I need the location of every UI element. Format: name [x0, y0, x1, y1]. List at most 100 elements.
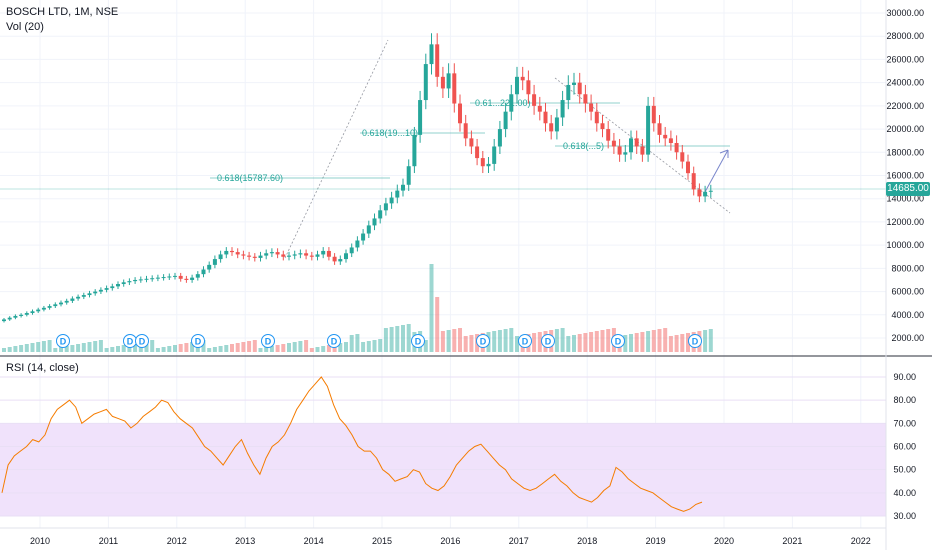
volume-bar [178, 344, 183, 352]
candle-body [361, 233, 366, 241]
volume-bar [469, 335, 474, 352]
volume-bar [7, 347, 12, 352]
candle-body [452, 73, 457, 104]
candle-body [138, 279, 143, 281]
dividend-marker-icon [541, 334, 555, 348]
price-axis-labels: 2000.00 4000.00 6000.00 8000.00 10000.00 1200… [886, 8, 924, 343]
volume-indicator-label: Vol (20) [6, 21, 44, 33]
volume-bar [275, 345, 280, 352]
volume-bar [583, 333, 588, 352]
time-tick-label: 2018 [577, 536, 597, 546]
rsi-tick-label: 90.00 [893, 372, 916, 382]
candle-body [252, 256, 257, 258]
price-tick-label: 2000.00 [891, 333, 924, 343]
volume-bar [646, 331, 651, 352]
dividend-marker-label: D [127, 337, 134, 347]
dividend-marker-icon [261, 334, 275, 348]
candle-body [292, 254, 297, 256]
candle-body [355, 240, 360, 248]
candle-body [640, 146, 645, 155]
price-tick-label: 12000.00 [886, 217, 924, 227]
candle-body [651, 105, 656, 124]
volume-bar [41, 341, 46, 352]
candle-body [224, 250, 229, 255]
candle-body [247, 255, 252, 257]
dividend-marker-icon [611, 334, 625, 348]
candle-body [492, 146, 497, 164]
candle-body [47, 306, 52, 308]
time-tick-label: 2010 [30, 536, 50, 546]
time-tick-label: 2013 [235, 536, 255, 546]
volume-bar [708, 329, 713, 352]
volume-bar [383, 328, 388, 352]
candle-body [600, 123, 605, 130]
candle-body [190, 277, 195, 280]
volume-bar [13, 346, 18, 352]
volume-bar [657, 329, 662, 352]
dividend-marker-icon [518, 334, 532, 348]
volume-bar [47, 340, 52, 352]
volume-bar [258, 348, 263, 352]
dividend-marker-icon [56, 334, 70, 348]
volume-bar [589, 332, 594, 352]
volume-bar [70, 345, 75, 352]
volume-bar [59, 347, 63, 352]
price-tick-label: 26000.00 [886, 54, 924, 64]
volume-bar [292, 342, 297, 352]
candle-body [344, 253, 348, 260]
price-tick-label: 24000.00 [886, 78, 924, 88]
volume-bar [406, 324, 411, 352]
candle-body [207, 264, 212, 270]
candle-body [167, 276, 172, 278]
time-tick-label: 2021 [782, 536, 802, 546]
volume-bar [452, 329, 457, 352]
volume-bar [423, 340, 428, 352]
candle-body [629, 138, 633, 153]
candle-body [144, 278, 149, 280]
candle-body [287, 255, 291, 257]
volume-bar [155, 348, 160, 352]
volume-bar [19, 345, 24, 352]
time-tick-label: 2012 [167, 536, 187, 546]
volume-bar [326, 345, 331, 352]
candle-body [161, 277, 166, 279]
volume-bar [133, 343, 138, 352]
candle-body [178, 275, 183, 279]
candle-body [269, 252, 274, 254]
volume-bar [230, 344, 234, 352]
volume-bar [349, 335, 354, 352]
volume-bar [332, 344, 337, 352]
candle-body [646, 105, 651, 155]
volume-bar [287, 343, 291, 352]
candle-body [378, 210, 383, 219]
price-tick-label: 20000.00 [886, 124, 924, 134]
rsi-tick-label: 30.00 [893, 511, 916, 521]
volume-bar [252, 340, 257, 352]
price-tick-label: 18000.00 [886, 147, 924, 157]
candle-body [594, 111, 599, 124]
candle-body [133, 279, 138, 282]
dividend-marker-label: D [265, 337, 272, 347]
volume-bar [668, 336, 673, 352]
candle-body [218, 254, 223, 260]
volume-bar [429, 264, 434, 352]
candle-body [606, 129, 611, 141]
price-tick-label: 30000.00 [886, 8, 924, 18]
dividend-marker-icon [688, 334, 702, 348]
candle-body [611, 140, 616, 147]
volume-bar [64, 346, 69, 352]
candle-body [241, 254, 246, 256]
time-axis-labels: 2010 2011 2012 2013 2014 2015 2016 2017 2018 2019… [30, 536, 871, 546]
candle-body [708, 190, 713, 192]
symbol-title: BOSCH LTD, 1M, NSE [6, 6, 119, 18]
candle-body [463, 123, 468, 139]
candle-body [150, 278, 155, 280]
dividend-marker-label: D [415, 337, 422, 347]
dividend-marker-label: D [692, 337, 699, 347]
candle-body [663, 134, 668, 139]
candle-body [560, 100, 565, 118]
volume-bar [674, 335, 679, 352]
volume-bar [634, 333, 639, 352]
candle-body [230, 250, 234, 253]
